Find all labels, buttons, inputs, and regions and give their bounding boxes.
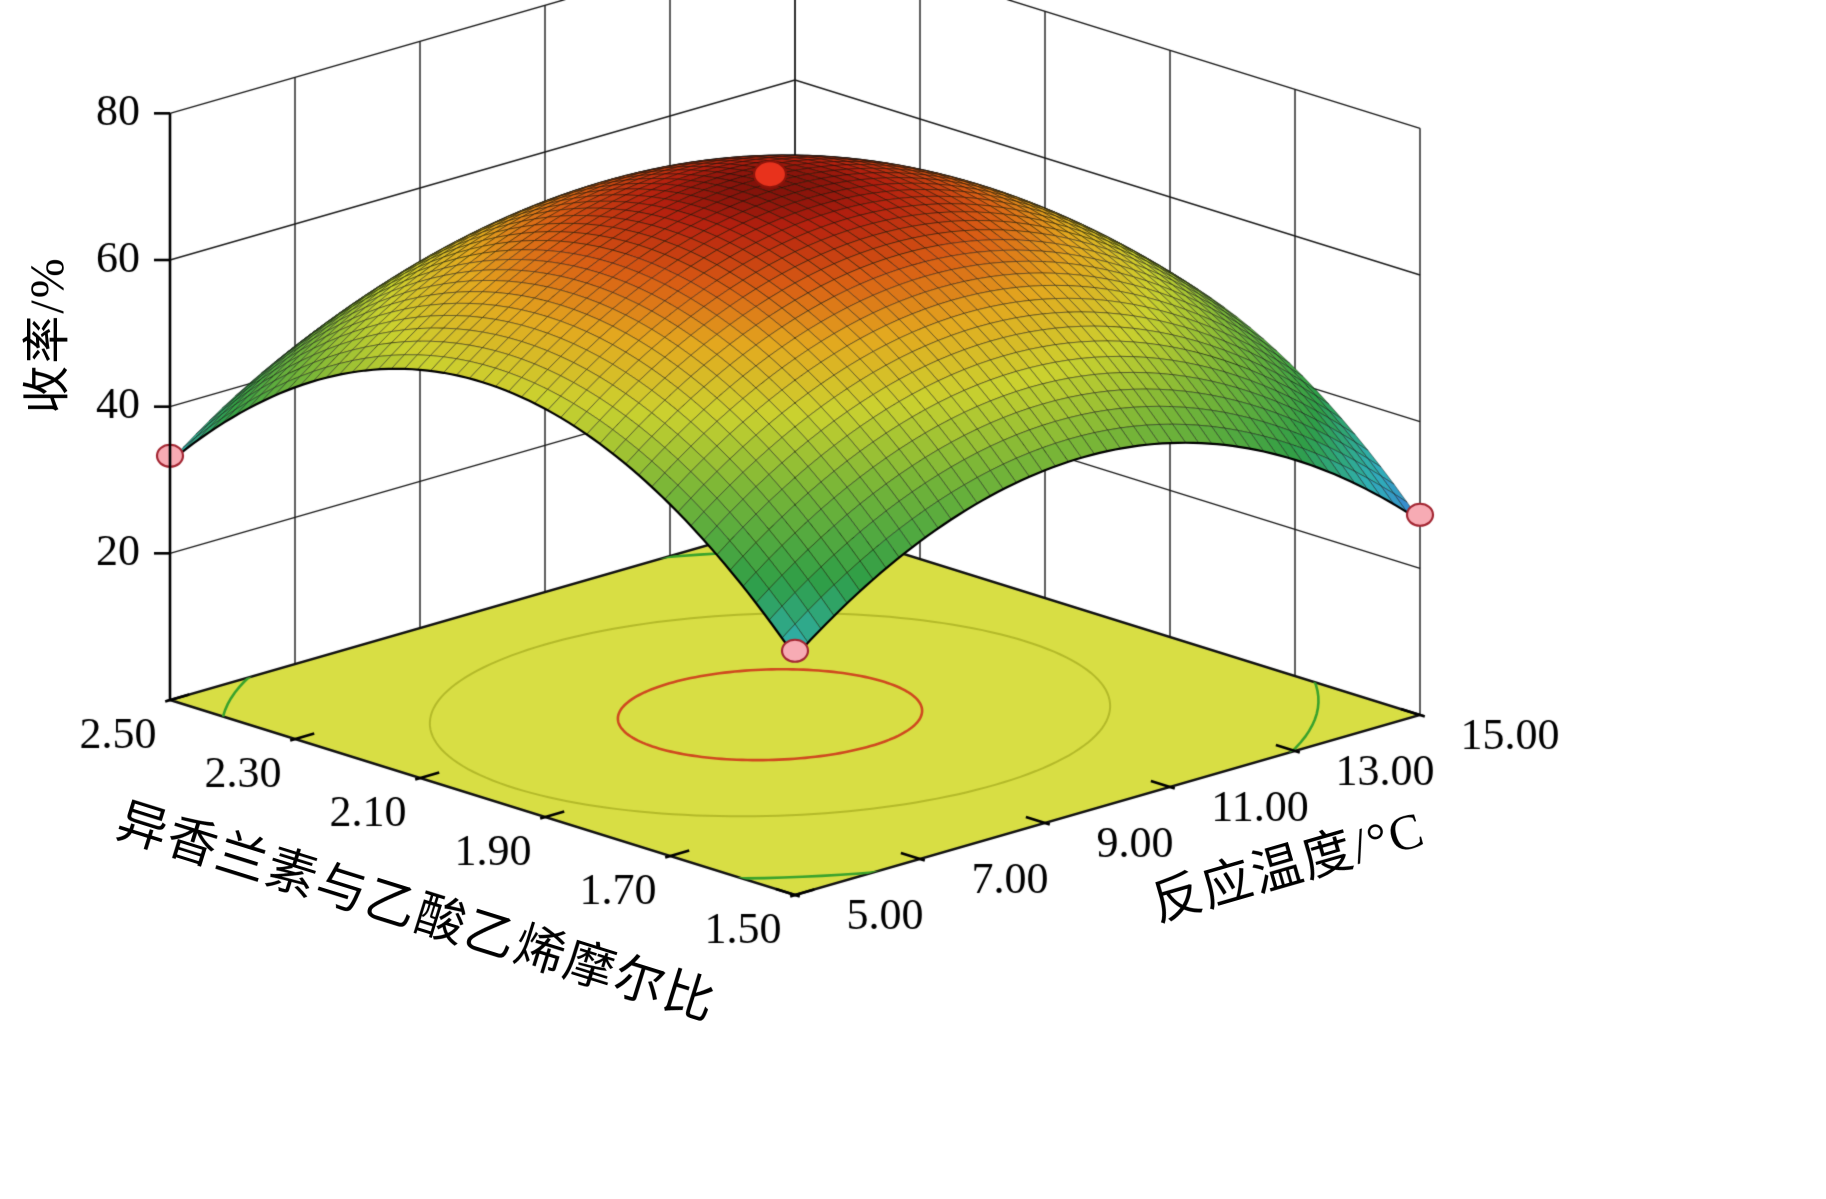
z-axis-title: 收率/% <box>21 256 74 414</box>
